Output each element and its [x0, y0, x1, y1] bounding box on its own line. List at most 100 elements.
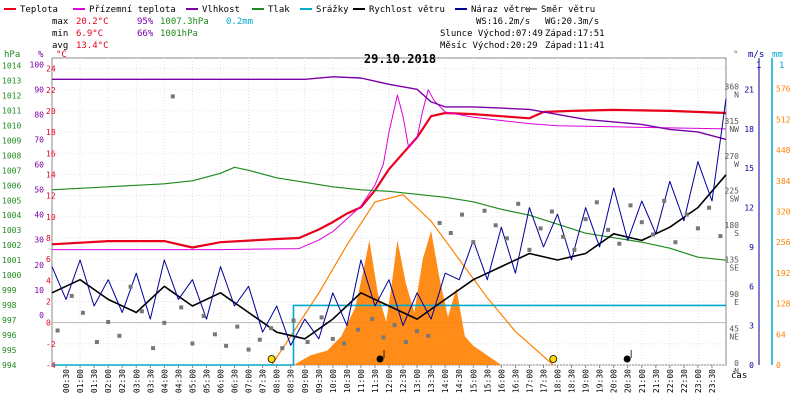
wind-direction-point	[549, 209, 554, 214]
wind-direction-point	[319, 315, 324, 320]
tick-ms: 12	[744, 204, 754, 213]
info-sunset: Západ:17:51	[545, 29, 605, 39]
x-tick-label: 15:30	[483, 369, 492, 393]
wind-direction-point	[448, 231, 453, 235]
wind-direction-point	[707, 205, 712, 210]
moon-marker	[376, 355, 384, 363]
tick-hpa: 1004	[2, 211, 21, 220]
x-tick-label: 16:30	[511, 369, 520, 393]
tick-rad: 320	[776, 208, 791, 217]
tick-rad: 128	[776, 300, 791, 309]
wind-direction-point	[606, 227, 611, 232]
x-tick-label: 19:00	[582, 369, 591, 393]
x-tick-label: 03:30	[146, 369, 155, 393]
x-tick-label: 06:30	[231, 369, 240, 393]
x-tick-label: 23:00	[694, 369, 703, 393]
x-tick-label: 08:30	[287, 369, 296, 393]
tick-hpa: 997	[2, 316, 17, 325]
x-tick-label: 01:00	[76, 369, 85, 393]
series	[51, 76, 727, 366]
wind-direction-point	[80, 310, 85, 315]
tick-degc: 24	[46, 65, 56, 74]
x-tick-label: 07:30	[259, 369, 268, 393]
tick-pct: 80	[34, 110, 44, 119]
wind-direction-point	[280, 346, 285, 351]
legend-label: Náraz větru	[471, 5, 531, 15]
wind-direction-point	[594, 200, 599, 205]
tick-degc: 16	[46, 149, 56, 158]
stats-max-label: max	[52, 17, 69, 27]
x-tick-label: 19:30	[596, 369, 605, 393]
stats-max-press: 1007.3hPa	[160, 17, 209, 27]
x-tick-label: 02:00	[104, 369, 113, 393]
x-tick-label: 13:30	[427, 369, 436, 393]
wind-direction-point	[139, 309, 144, 314]
x-tick-label: 09:00	[301, 369, 310, 393]
tick-hpa: 1009	[2, 136, 21, 145]
x-tick-label: 11:00	[357, 369, 366, 393]
wind-direction-point	[330, 336, 335, 341]
tick-degc: 4	[46, 276, 51, 285]
wind-direction-point	[69, 293, 74, 298]
tick-ms: 3	[749, 322, 754, 331]
x-tick-label: 20:00	[610, 369, 619, 393]
x-tick-label: 09:30	[315, 369, 324, 393]
x-tick-label: 12:30	[399, 369, 408, 393]
tick-dir-deg: 45	[729, 324, 739, 333]
wind-direction-point	[651, 232, 655, 237]
tick-hpa: 995	[2, 346, 17, 355]
stats-avg-label: avg	[52, 41, 68, 51]
tick-degc: -2	[46, 340, 56, 349]
x-tick-label: 17:00	[525, 369, 534, 393]
tick-ms: 9	[749, 243, 754, 252]
tick-pct: 10	[34, 286, 44, 295]
wind-direction-point	[583, 217, 588, 222]
tick-hpa: 994	[2, 361, 17, 370]
wind-direction-point	[55, 328, 60, 333]
wind-direction-point	[403, 340, 408, 344]
markers	[267, 350, 632, 363]
x-tick-label: 20:30	[624, 369, 633, 393]
moon-marker	[623, 355, 631, 363]
tick-pct: 0	[39, 311, 44, 320]
tick-degc: 20	[46, 107, 56, 116]
x-tick-label: 04:30	[174, 369, 183, 393]
wind-direction-point	[356, 327, 361, 332]
wind-direction-point	[617, 241, 622, 246]
wind-direction-point	[190, 341, 195, 346]
info-moonrise: Měsíc Východ:20:29	[440, 41, 538, 51]
stats-min-label: min	[52, 29, 68, 39]
tick-hpa: 1002	[2, 241, 21, 250]
tick-degc: -4	[46, 361, 56, 370]
wind-direction-point	[684, 212, 689, 217]
tick-dir-card: S	[734, 229, 739, 238]
x-tick-label: 04:00	[160, 369, 169, 393]
tick-degc: 10	[46, 213, 56, 222]
tick-dir-card: NW	[729, 125, 739, 134]
x-tick-label: 14:30	[455, 369, 464, 393]
x-tick-label: 21:00	[638, 369, 647, 393]
wind-direction-point	[639, 220, 644, 225]
x-tick-label: 16:00	[497, 369, 506, 393]
wind-direction-point	[381, 335, 386, 340]
tick-dir-card: SW	[729, 194, 739, 203]
x-tick-label: 13:00	[413, 369, 422, 393]
tick-rad: 192	[776, 269, 791, 278]
unit-ms: m/s	[748, 50, 764, 60]
x-tick-label: 00:30	[62, 369, 71, 393]
tick-rad: 0	[776, 361, 781, 370]
x-tick-label: 07:00	[245, 369, 254, 393]
x-tick-label: 23:30	[708, 369, 717, 393]
sun-marker	[267, 355, 276, 363]
wind-direction-point	[94, 340, 99, 344]
tick-rad: 512	[776, 115, 791, 124]
wind-direction-point	[628, 203, 633, 208]
tick-ms: 18	[744, 125, 754, 134]
wind-direction-point	[342, 341, 347, 346]
stats-min-hum: 66%	[137, 29, 154, 39]
tick-hpa: 1005	[2, 196, 21, 205]
tick-hpa: 1003	[2, 226, 21, 235]
wind-direction-point	[471, 240, 476, 245]
sun-marker	[549, 355, 558, 363]
tick-dir-deg: 0	[734, 359, 739, 368]
